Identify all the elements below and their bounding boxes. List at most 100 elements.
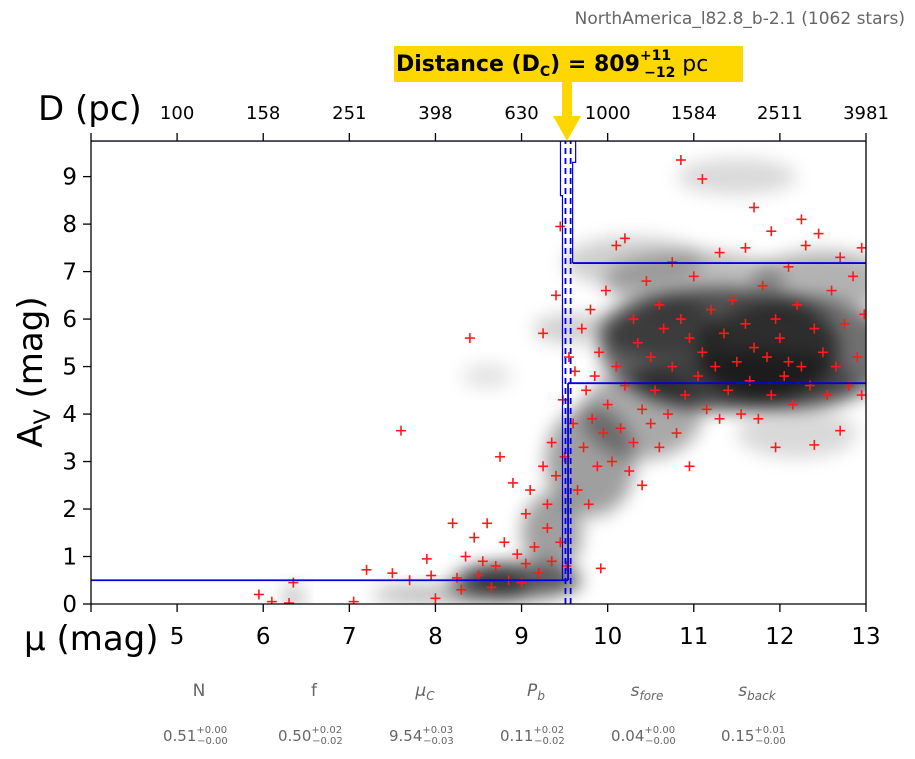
star-marker xyxy=(624,466,635,477)
star-marker xyxy=(654,442,665,453)
star-marker xyxy=(587,413,598,424)
parameter-value: 0.11+0.02 −0.02 xyxy=(500,725,565,747)
star-marker xyxy=(706,304,716,315)
star-marker xyxy=(822,390,833,401)
star-marker xyxy=(766,390,777,401)
star-marker xyxy=(856,390,866,401)
star-marker xyxy=(675,154,686,165)
distance-banner-text: Distance (DC) = 809+11 −12 pc xyxy=(396,48,708,81)
star-marker xyxy=(576,323,587,334)
top-tick-label: 2511 xyxy=(757,103,803,124)
parameter-3: Pb 0.11+0.02 −0.02 xyxy=(500,681,565,747)
star-marker xyxy=(718,328,729,339)
star-marker xyxy=(555,221,566,232)
y-tick-label: 8 xyxy=(62,212,77,238)
star-marker xyxy=(749,342,760,353)
parameter-4: sfore 0.04+0.00 −0.00 xyxy=(611,681,676,747)
distance-banner: Distance (DC) = 809+11 −12 pc xyxy=(394,46,743,82)
parameter-value: 0.04+0.00 −0.00 xyxy=(611,725,676,747)
star-marker xyxy=(641,276,652,287)
y-tick-label: 2 xyxy=(62,497,77,523)
star-marker xyxy=(766,226,777,237)
x-tick-label: 9 xyxy=(514,624,529,650)
star-marker xyxy=(710,361,721,372)
star-marker xyxy=(551,470,561,481)
star-marker xyxy=(774,333,785,344)
star-marker xyxy=(805,380,816,391)
star-marker xyxy=(538,461,549,472)
star-marker xyxy=(688,271,699,282)
star-marker xyxy=(585,304,596,315)
star-marker xyxy=(740,242,751,253)
star-marker xyxy=(284,598,295,604)
x-tick-label: 13 xyxy=(851,624,880,650)
parameter-0: N 0.51+0.00 −0.00 xyxy=(163,681,228,747)
star-marker xyxy=(817,347,828,358)
star-marker xyxy=(809,323,820,334)
star-marker xyxy=(693,371,704,382)
star-marker xyxy=(486,582,497,593)
star-marker xyxy=(740,318,751,329)
star-marker xyxy=(348,596,359,604)
star-marker xyxy=(563,352,574,363)
star-marker xyxy=(473,570,484,581)
star-marker xyxy=(684,461,695,472)
parameter-1: f 0.50+0.02 −0.02 xyxy=(278,681,343,747)
star-marker xyxy=(826,285,837,296)
distance-arrow xyxy=(553,82,581,141)
density-blob xyxy=(676,158,797,195)
top-tick-label: 251 xyxy=(332,103,366,124)
star-marker xyxy=(856,242,866,253)
top-tick-label: 1000 xyxy=(585,103,631,124)
star-marker xyxy=(520,508,531,519)
posterior-step-left xyxy=(559,141,564,581)
x-tick-label: 6 xyxy=(256,624,271,650)
star-marker xyxy=(667,257,678,268)
density-blob xyxy=(283,584,304,604)
star-marker xyxy=(583,499,594,510)
star-marker xyxy=(697,173,708,184)
star-marker xyxy=(852,352,863,363)
star-marker xyxy=(753,413,764,424)
star-marker xyxy=(507,477,518,488)
parameter-value: 0.15+0.01 −0.00 xyxy=(721,725,786,747)
star-marker xyxy=(809,439,820,450)
star-marker xyxy=(770,314,781,325)
parameter-name: f xyxy=(311,681,318,701)
y-tick-label: 9 xyxy=(62,165,77,191)
star-marker xyxy=(619,233,630,244)
star-marker xyxy=(632,337,643,348)
x-axis-ticks: 5 6 7 8 9 10 11 12 13 xyxy=(90,604,881,650)
star-marker xyxy=(830,361,841,372)
density-blob xyxy=(533,313,614,344)
star-marker xyxy=(779,371,790,382)
model-lines xyxy=(91,141,866,604)
parameter-name: μC xyxy=(414,681,435,703)
star-marker xyxy=(525,485,536,496)
density-blob xyxy=(521,492,582,573)
star-marker xyxy=(619,380,630,391)
star-marker xyxy=(744,375,755,386)
star-marker xyxy=(800,240,811,251)
star-marker xyxy=(675,314,686,325)
star-marker xyxy=(615,423,626,434)
star-marker xyxy=(598,428,609,439)
parameter-5: sback 0.15+0.01 −0.00 xyxy=(721,681,786,747)
star-marker xyxy=(456,584,467,595)
posterior-step-right xyxy=(572,141,577,264)
star-marker xyxy=(671,428,682,439)
top-axis-ticks: 100 158 251 398 630 1000 1584 2511 3981 xyxy=(90,103,889,141)
top-tick-label: 158 xyxy=(246,103,280,124)
star-marker xyxy=(662,409,673,420)
star-marker xyxy=(542,499,553,510)
x-tick-label: 5 xyxy=(170,624,185,650)
star-marker xyxy=(546,556,557,567)
star-marker xyxy=(611,240,622,251)
star-marker xyxy=(600,285,611,296)
star-marker xyxy=(594,347,605,358)
star-marker xyxy=(667,361,678,372)
star-marker xyxy=(569,366,580,377)
svg-text:AV (mag): AV (mag) xyxy=(11,296,56,447)
star-marker xyxy=(723,385,734,396)
parameter-name: sfore xyxy=(631,681,664,703)
